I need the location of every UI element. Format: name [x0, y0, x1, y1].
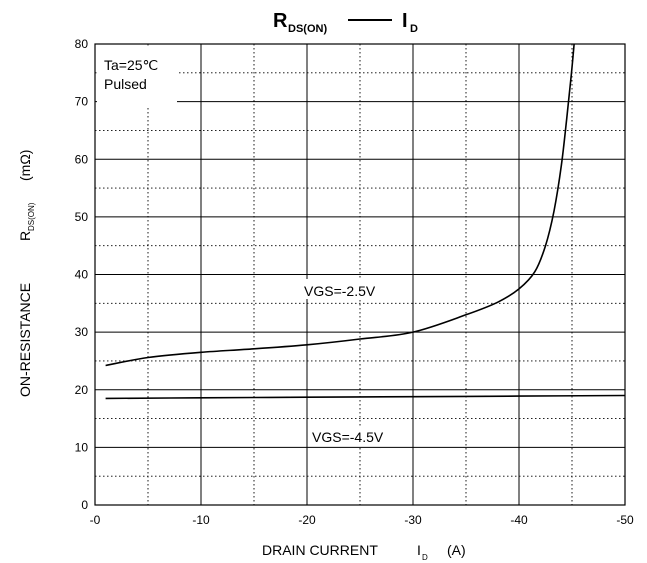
y-axis-label-subscript: DS(ON) — [27, 202, 36, 231]
y-tick-label: 70 — [75, 95, 89, 109]
y-tick-label: 20 — [75, 383, 89, 397]
y-tick-labels: 0 10 20 30 40 50 60 70 80 — [75, 37, 89, 512]
y-axis-label-symbol: R — [17, 231, 33, 241]
x-tick-label: -50 — [616, 513, 634, 527]
x-axis-label: DRAIN CURRENT I D (A) — [262, 542, 466, 562]
x-tick-label: -0 — [90, 513, 101, 527]
title-rds-symbol: R — [273, 10, 288, 32]
y-tick-label: 50 — [75, 210, 89, 224]
y-axis-label-text: ON-RESISTANCE — [17, 283, 33, 397]
x-axis-label-text: DRAIN CURRENT — [262, 542, 378, 558]
x-tick-label: -20 — [298, 513, 316, 527]
title-id-symbol: I — [402, 10, 408, 32]
x-axis-label-subscript: D — [422, 553, 428, 562]
y-tick-label: 60 — [75, 152, 89, 166]
series-label-vgs-4.5: VGS=-4.5V — [312, 429, 384, 445]
x-tick-label: -30 — [404, 513, 422, 527]
label-bg-vgs-2.5 — [300, 279, 412, 299]
x-tick-label: -40 — [510, 513, 528, 527]
x-axis-label-symbol: I — [417, 542, 421, 558]
series-line-0 — [105, 43, 575, 367]
series-group — [105, 43, 626, 400]
label-bg-vgs-4.5 — [308, 426, 410, 446]
y-tick-label: 40 — [75, 268, 89, 282]
y-tick-label: 80 — [75, 37, 89, 51]
title-rds-subscript: DS(ON) — [288, 23, 327, 35]
title-id-subscript: D — [410, 23, 418, 35]
plot-frame — [94, 43, 626, 506]
series-line-1 — [105, 394, 626, 400]
series-label-vgs-2.5: VGS=-2.5V — [304, 283, 376, 299]
y-tick-label: 0 — [81, 498, 88, 512]
y-axis-label: ON-RESISTANCE R DS(ON) (mΩ) — [17, 150, 36, 397]
y-tick-label: 30 — [75, 325, 89, 339]
chart-title: R DS(ON) I D — [273, 10, 418, 35]
y-axis-label-unit: (mΩ) — [17, 150, 33, 181]
conditions-box — [97, 47, 177, 107]
grid-major — [95, 44, 625, 505]
x-axis-label-unit: (A) — [447, 542, 466, 558]
x-tick-labels: -0 -10 -20 -30 -40 -50 — [90, 513, 634, 527]
grid-minor — [95, 44, 625, 505]
y-tick-label: 10 — [75, 440, 89, 454]
x-tick-label: -10 — [192, 513, 210, 527]
condition-pulsed: Pulsed — [104, 76, 147, 92]
condition-temperature: Ta=25℃ — [104, 57, 158, 73]
